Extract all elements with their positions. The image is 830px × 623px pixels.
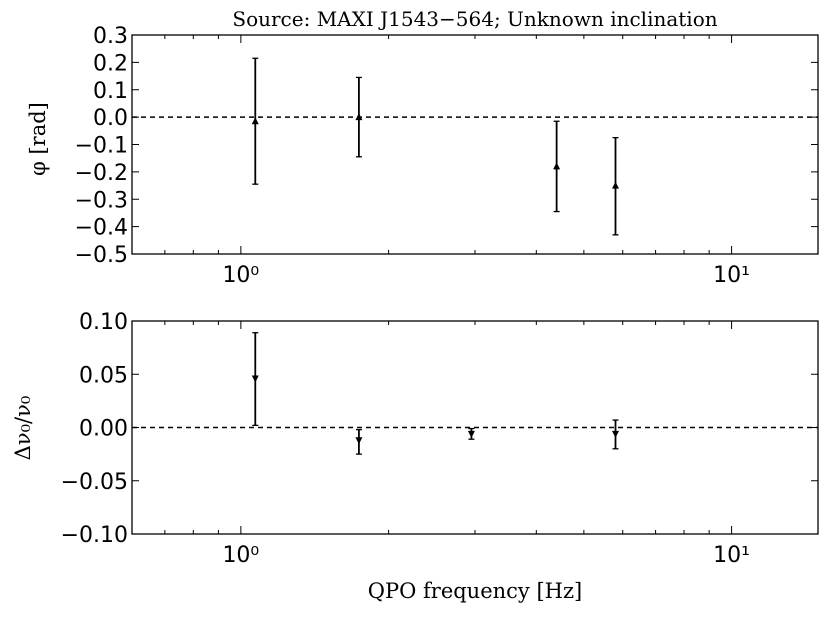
shift-tick-labels: 0.10 0.05 0.00 −0.05 −0.10 10⁰ 10¹ xyxy=(61,310,750,568)
shift-plot-frame xyxy=(131,320,819,535)
point-marker xyxy=(611,430,619,438)
y-tick-label: −0.5 xyxy=(75,243,128,268)
phase-plot-frame xyxy=(131,34,819,255)
x-axis-label: QPO frequency [Hz] xyxy=(368,579,582,603)
y-tick-label: −0.2 xyxy=(75,161,128,186)
chart-title: Source: MAXI J1543−564; Unknown inclinat… xyxy=(232,7,717,31)
phase-data-points xyxy=(251,57,619,236)
data-point xyxy=(467,427,475,440)
data-point xyxy=(611,419,619,450)
x-tick-label: 10⁰ xyxy=(222,263,259,288)
y-tick-label: −0.3 xyxy=(75,188,128,213)
frequency-shift-panel: Δν₀/ν₀ QPO frequency [Hz] 0.10 0.05 0.00 −0… xyxy=(11,310,819,603)
data-point xyxy=(251,332,259,427)
x-tick-label: 10¹ xyxy=(713,263,750,288)
y-tick-label: −0.10 xyxy=(61,523,128,548)
data-point xyxy=(355,428,363,455)
data-point xyxy=(553,120,561,213)
y-tick-label: 0.0 xyxy=(93,106,128,131)
phase-panel: Source: MAXI J1543−564; Unknown inclinat… xyxy=(26,7,819,288)
x-tick-label: 10⁰ xyxy=(222,543,259,568)
y-tick-label: 0.1 xyxy=(93,79,128,104)
y-tick-label: 0.2 xyxy=(93,51,128,76)
y-axis-label-phase: φ [rad] xyxy=(26,102,50,176)
y-tick-label: 0.05 xyxy=(79,363,128,388)
y-tick-label: −0.05 xyxy=(61,470,128,495)
data-point xyxy=(611,137,619,236)
phase-axis-ticks xyxy=(131,34,818,255)
shift-data-points xyxy=(251,332,619,455)
point-marker xyxy=(355,437,363,445)
phase-tick-labels: 0.30.2 0.10.0 −0.1−0.2−0.3 −0.4−0.5 10⁰ 10¹ xyxy=(75,24,750,288)
point-marker xyxy=(467,430,475,438)
y-tick-label: 0.10 xyxy=(79,310,128,335)
y-axis-label-shift: Δν₀/ν₀ xyxy=(11,396,35,461)
point-marker xyxy=(355,113,363,121)
point-marker xyxy=(553,162,561,170)
point-marker xyxy=(611,181,619,189)
y-tick-label: −0.1 xyxy=(75,134,128,159)
y-tick-label: −0.4 xyxy=(75,216,128,241)
data-point xyxy=(355,76,363,158)
y-tick-label: 0.3 xyxy=(93,24,128,49)
y-tick-label: 0.00 xyxy=(79,417,128,442)
data-point xyxy=(251,57,259,185)
point-marker xyxy=(251,117,259,125)
x-tick-label: 10¹ xyxy=(713,543,750,568)
point-marker xyxy=(251,375,259,383)
